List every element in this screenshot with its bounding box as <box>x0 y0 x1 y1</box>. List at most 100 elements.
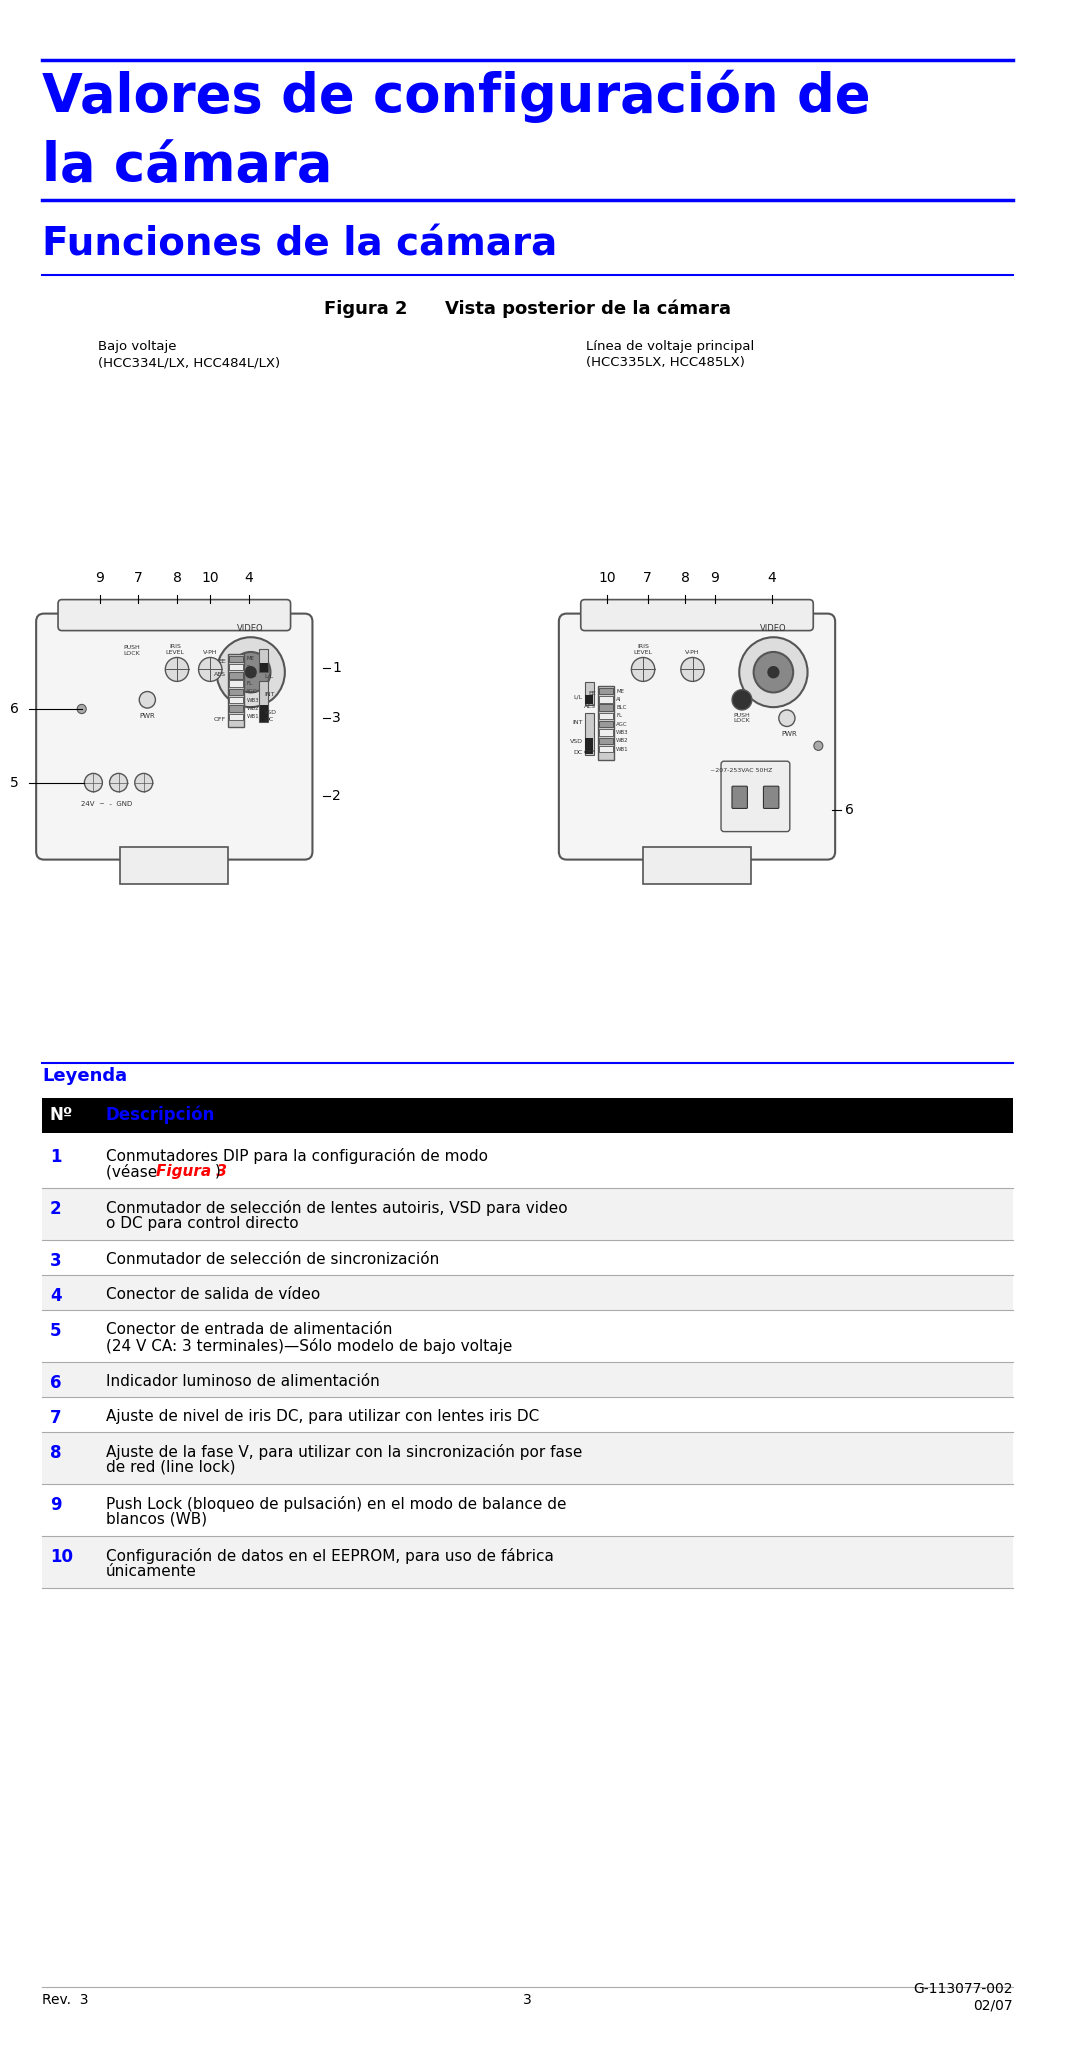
Text: 3: 3 <box>523 1992 532 2007</box>
Text: Conector de salida de vídeo: Conector de salida de vídeo <box>106 1287 320 1303</box>
Text: ME: ME <box>246 657 255 661</box>
Text: EE: EE <box>218 659 227 663</box>
Text: 9: 9 <box>95 570 104 585</box>
FancyBboxPatch shape <box>721 761 789 831</box>
Text: PWR: PWR <box>781 731 797 737</box>
Text: 8: 8 <box>50 1445 62 1461</box>
FancyBboxPatch shape <box>58 599 291 630</box>
Text: 24V  ~  -  GND: 24V ~ - GND <box>81 800 133 806</box>
Text: ME: ME <box>617 689 624 694</box>
Text: (HCC334L/LX, HCC484L/LX): (HCC334L/LX, HCC484L/LX) <box>97 355 280 369</box>
Text: AES: AES <box>214 671 227 677</box>
Text: G-113077-002
02/07: G-113077-002 02/07 <box>914 1982 1013 2013</box>
Text: 6: 6 <box>10 702 19 716</box>
Bar <box>599 696 613 702</box>
Text: Línea de voltaje principal: Línea de voltaje principal <box>586 341 755 353</box>
Text: 8: 8 <box>680 570 690 585</box>
Text: 7: 7 <box>134 570 143 585</box>
Text: blancos (WB): blancos (WB) <box>106 1512 206 1527</box>
FancyBboxPatch shape <box>36 614 312 860</box>
Text: PWR: PWR <box>139 712 156 718</box>
Bar <box>42 1131 1013 1133</box>
Text: 6: 6 <box>50 1375 62 1391</box>
Text: o DC para control directo: o DC para control directo <box>106 1217 298 1231</box>
Circle shape <box>814 741 823 751</box>
Text: OFF: OFF <box>214 718 227 722</box>
Text: Conector de entrada de alimentación: Conector de entrada de alimentación <box>106 1321 392 1338</box>
Text: 2: 2 <box>333 790 341 804</box>
Text: WB2: WB2 <box>617 739 629 743</box>
Bar <box>599 712 613 718</box>
Circle shape <box>165 657 189 681</box>
FancyBboxPatch shape <box>732 786 747 808</box>
Text: ): ) <box>215 1163 220 1180</box>
Text: 10: 10 <box>50 1547 72 1566</box>
Text: PUSH
LOCK: PUSH LOCK <box>124 644 140 657</box>
Text: 4: 4 <box>767 570 777 585</box>
Text: 7: 7 <box>50 1410 62 1426</box>
Text: INT: INT <box>264 692 274 698</box>
Text: OFF: OFF <box>584 749 596 755</box>
Bar <box>259 663 268 671</box>
Text: 1: 1 <box>333 661 341 675</box>
Bar <box>585 737 593 753</box>
Text: 5: 5 <box>50 1321 62 1340</box>
FancyBboxPatch shape <box>558 614 835 860</box>
Text: L/L: L/L <box>573 694 583 700</box>
Text: Bajo voltaje: Bajo voltaje <box>97 341 176 353</box>
Text: Conmutador de selección de sincronización: Conmutador de selección de sincronizació… <box>106 1252 438 1266</box>
Text: FL: FL <box>617 714 622 718</box>
Bar <box>599 737 613 745</box>
Text: WB1: WB1 <box>246 714 259 720</box>
FancyBboxPatch shape <box>764 786 779 808</box>
Text: 3: 3 <box>50 1252 62 1270</box>
Text: VIDEO: VIDEO <box>760 624 786 632</box>
Bar <box>643 847 751 884</box>
Text: 10: 10 <box>598 570 616 585</box>
Text: ~207-253VAC 50HZ: ~207-253VAC 50HZ <box>711 767 773 774</box>
Text: 8: 8 <box>173 570 181 585</box>
Text: Nº: Nº <box>50 1106 73 1124</box>
Text: Figura 3: Figura 3 <box>157 1163 227 1180</box>
Text: 6: 6 <box>846 802 854 817</box>
Text: WB1: WB1 <box>617 747 629 751</box>
Circle shape <box>732 689 752 710</box>
Text: EE: EE <box>589 692 596 696</box>
Text: PUSH
LOCK: PUSH LOCK <box>733 712 751 724</box>
Text: AI: AI <box>246 665 252 669</box>
Bar <box>229 665 243 671</box>
Bar <box>120 847 228 884</box>
Text: Descripción: Descripción <box>106 1106 215 1124</box>
Circle shape <box>632 657 654 681</box>
Bar <box>42 1274 1013 1309</box>
Text: Rev.  3: Rev. 3 <box>42 1992 89 2007</box>
Bar <box>259 706 268 722</box>
Text: WB3: WB3 <box>246 698 259 702</box>
Text: Configuración de datos en el EEPROM, para uso de fábrica: Configuración de datos en el EEPROM, par… <box>106 1547 553 1564</box>
Text: V-PH: V-PH <box>685 650 700 655</box>
Text: BLC: BLC <box>617 706 626 710</box>
Bar <box>228 655 244 726</box>
Text: Ajuste de la fase V, para utilizar con la sincronización por fase: Ajuste de la fase V, para utilizar con l… <box>106 1445 582 1461</box>
Text: 9: 9 <box>711 570 719 585</box>
Bar <box>229 673 243 679</box>
Text: 1: 1 <box>50 1147 62 1166</box>
Text: 4: 4 <box>50 1287 62 1305</box>
Text: Figura 2      Vista posterior de la cámara: Figura 2 Vista posterior de la cámara <box>324 300 731 318</box>
Bar <box>229 681 243 687</box>
Circle shape <box>199 657 221 681</box>
Bar <box>42 1537 1013 1588</box>
Bar <box>259 681 268 722</box>
Text: DC: DC <box>264 718 273 722</box>
FancyBboxPatch shape <box>581 599 813 630</box>
Text: 7: 7 <box>644 570 652 585</box>
Text: 9: 9 <box>50 1496 62 1514</box>
Text: (24 V CA: 3 terminales)—Sólo modelo de bajo voltaje: (24 V CA: 3 terminales)—Sólo modelo de b… <box>106 1338 512 1354</box>
Text: V-PH: V-PH <box>203 650 217 655</box>
Bar <box>229 689 243 696</box>
Circle shape <box>135 774 152 792</box>
Text: VSD: VSD <box>569 739 583 743</box>
Text: 3: 3 <box>333 712 341 724</box>
Circle shape <box>768 667 779 677</box>
Text: Conmutador de selección de lentes autoiris, VSD para video: Conmutador de selección de lentes autoir… <box>106 1200 567 1217</box>
